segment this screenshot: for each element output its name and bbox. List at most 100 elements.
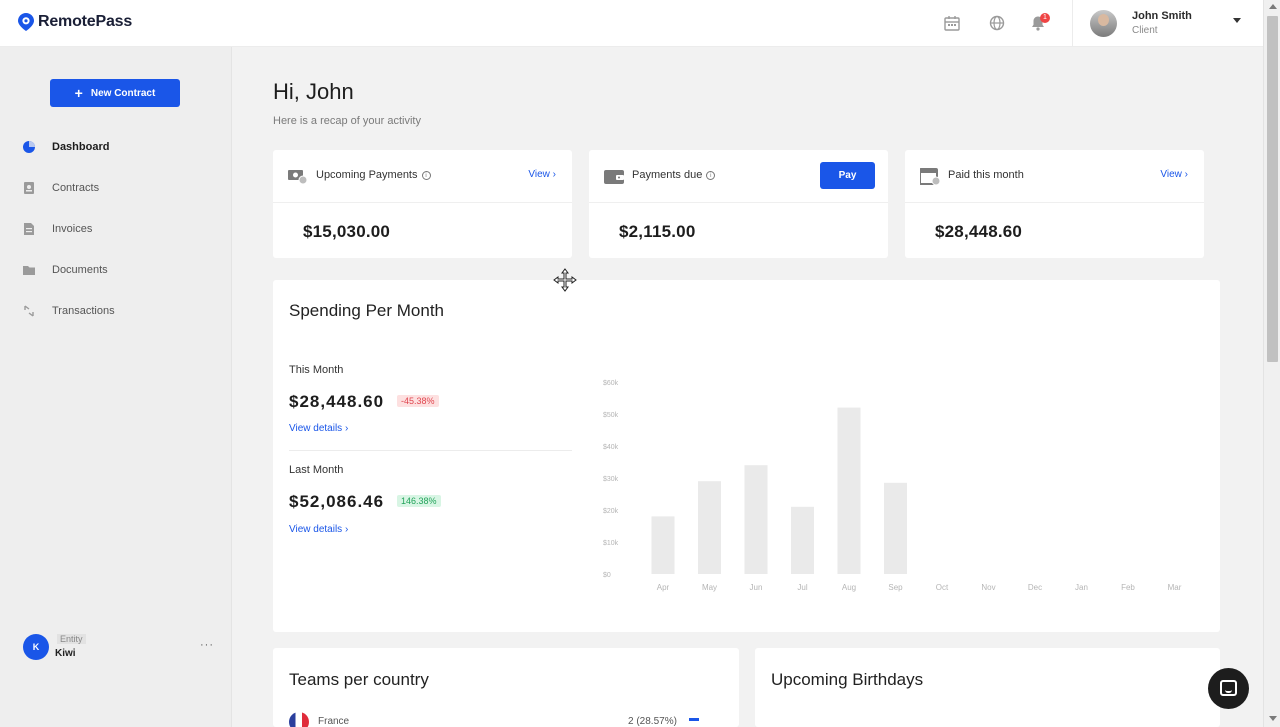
header-divider	[1072, 0, 1073, 47]
notification-badge: 1	[1040, 13, 1050, 23]
spending-bar-chart: $0 $10k $20k $30k $40k $50k $60k Apr May Jun Jul Au…	[603, 380, 1182, 592]
plus-icon: +	[74, 85, 83, 101]
chart-bar[interactable]	[837, 407, 861, 574]
chat-button[interactable]	[1208, 668, 1249, 709]
entity-tag: Entity	[57, 634, 86, 644]
last-month-change-badge: 146.38%	[397, 495, 441, 507]
this-month-value: $28,448.60	[289, 392, 385, 411]
info-icon[interactable]: i	[706, 170, 716, 180]
sidebar-item-documents[interactable]: Documents	[22, 260, 212, 280]
x-tick-label: Oct	[936, 583, 949, 592]
card-header: Payments due i Pay	[589, 150, 888, 203]
wallet-icon	[604, 170, 624, 184]
y-tick-label: $60k	[603, 380, 619, 387]
dashboard-icon	[23, 141, 35, 153]
y-tick-label: $40k	[603, 444, 619, 451]
scroll-down-arrow-icon[interactable]	[1269, 716, 1277, 721]
this-month-change-badge: -45.38%	[397, 395, 439, 407]
card-header: Upcoming Payments i View ›	[273, 150, 572, 203]
x-tick-label: Jun	[750, 583, 763, 592]
chart-bar[interactable]	[884, 482, 907, 574]
sidebar-item-label: Documents	[52, 264, 108, 276]
page-title: Hi, John	[273, 79, 354, 104]
chart-bar[interactable]	[698, 481, 721, 574]
calendar-check-icon	[920, 168, 940, 185]
chevron-down-icon[interactable]	[1233, 18, 1241, 23]
view-paid-this-month-link[interactable]: View ›	[1160, 169, 1188, 180]
sidebar-item-label: Transactions	[52, 305, 115, 317]
avatar[interactable]	[1090, 10, 1117, 37]
sidebar-item-label: Invoices	[52, 223, 93, 235]
entity-avatar[interactable]: K	[23, 634, 49, 660]
chart-bar[interactable]	[651, 516, 675, 574]
scroll-up-arrow-icon[interactable]	[1269, 4, 1277, 9]
sidebar-item-invoices[interactable]: Invoices	[22, 219, 212, 239]
new-contract-label: New Contract	[90, 87, 156, 99]
info-icon[interactable]: i	[421, 170, 431, 180]
upcoming-payments-card: Upcoming Payments i View › $15,030.00	[273, 150, 572, 258]
transfer-icon	[24, 305, 34, 317]
card-title: Teams per country	[289, 670, 429, 689]
scrollbar[interactable]	[1263, 0, 1280, 727]
chart-bar[interactable]	[744, 465, 768, 574]
upcoming-birthdays-card: Upcoming Birthdays	[755, 648, 1220, 727]
calendar-icon[interactable]	[944, 15, 960, 31]
this-month-details-link[interactable]: View details ›	[289, 423, 349, 434]
card-value: $28,448.60	[935, 222, 1023, 241]
more-options-icon[interactable]: ···	[200, 639, 214, 651]
y-tick-label: $20k	[603, 508, 619, 515]
payments-due-card: Payments due i Pay $2,115.00	[589, 150, 888, 258]
last-month-details-link[interactable]: View details ›	[289, 524, 349, 535]
this-month-label: This Month	[289, 364, 344, 376]
card-header: Paid this month View ›	[905, 150, 1204, 203]
x-tick-label: May	[702, 583, 717, 592]
sidebar-item-label: Contracts	[52, 182, 100, 194]
pay-button[interactable]: Pay	[820, 162, 875, 189]
sidebar-item-contracts[interactable]: Contracts	[22, 178, 212, 198]
contract-icon	[24, 182, 34, 194]
card-title-text: Payments due	[632, 169, 703, 181]
brand-name: RemotePass	[38, 13, 133, 30]
chart-bar[interactable]	[791, 506, 814, 574]
user-role: Client	[1132, 25, 1158, 36]
card-title-text: Upcoming Payments	[316, 169, 418, 181]
sidebar-item-label: Dashboard	[52, 141, 110, 153]
move-cursor-icon	[553, 268, 577, 292]
globe-icon[interactable]	[989, 15, 1005, 31]
last-month-value: $52,086.46	[289, 492, 385, 511]
scroll-thumb[interactable]	[1267, 16, 1278, 362]
card-title: Spending Per Month	[289, 301, 444, 320]
card-title: Upcoming Birthdays	[771, 670, 924, 689]
location-pin-icon	[18, 13, 34, 31]
card-title: Payments due i	[632, 169, 716, 181]
y-tick-label: $0	[603, 572, 611, 579]
spending-per-month-card: Spending Per Month This Month $28,448.60…	[273, 280, 1220, 632]
x-tick-label: Feb	[1121, 583, 1135, 592]
folder-icon	[23, 266, 35, 275]
x-tick-label: Dec	[1028, 583, 1042, 592]
x-tick-label: Jul	[797, 583, 807, 592]
user-name[interactable]: John Smith	[1132, 10, 1192, 22]
x-tick-label: Nov	[981, 583, 995, 592]
country-name: France	[318, 716, 350, 727]
invoice-icon	[24, 223, 34, 235]
card-value: $2,115.00	[619, 222, 696, 241]
y-tick-label: $30k	[603, 476, 619, 483]
card-title: Upcoming Payments i	[316, 169, 431, 181]
country-count: 2 (28.57%)	[628, 716, 677, 727]
sidebar-item-transactions[interactable]: Transactions	[22, 301, 212, 321]
sidebar-item-dashboard[interactable]: Dashboard	[22, 137, 212, 157]
page-subtitle: Here is a recap of your activity	[273, 115, 421, 127]
entity-name[interactable]: Kiwi	[55, 648, 76, 659]
x-tick-label: Apr	[657, 583, 670, 592]
logo[interactable]: RemotePass	[18, 13, 132, 31]
money-icon	[288, 170, 308, 185]
paid-this-month-card: Paid this month View › $28,448.60	[905, 150, 1204, 258]
view-upcoming-payments-link[interactable]: View ›	[528, 169, 556, 180]
card-title: Paid this month	[948, 169, 1024, 181]
x-tick-label: Mar	[1168, 583, 1182, 592]
x-tick-label: Aug	[842, 583, 856, 592]
new-contract-button[interactable]: + New Contract	[50, 79, 180, 107]
card-title-text: Paid this month	[948, 169, 1024, 181]
last-month-label: Last Month	[289, 464, 344, 476]
